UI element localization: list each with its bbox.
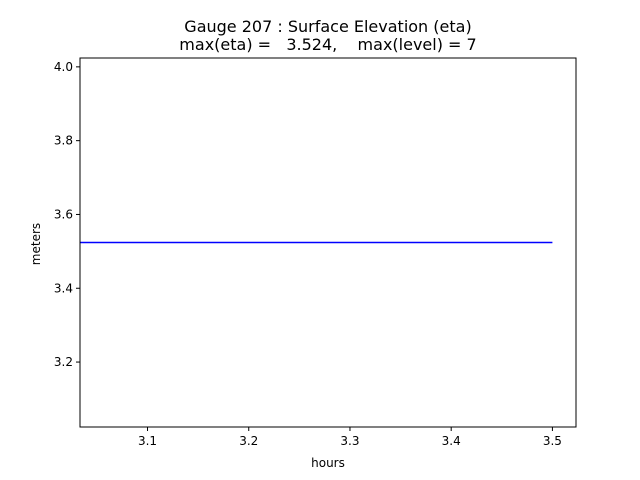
x-axis-label: hours (311, 456, 345, 470)
x-tick-label: 3.5 (543, 434, 562, 448)
y-tick-label: 3.6 (54, 207, 73, 221)
chart-title-line2: max(eta) = 3.524, max(level) = 7 (179, 35, 476, 54)
axes-frame (79, 57, 577, 428)
x-tick-label: 3.1 (138, 434, 157, 448)
x-axis: 3.1 3.2 3.3 3.4 3.5 (138, 427, 562, 448)
y-axis: 3.2 3.4 3.6 3.8 4.0 (54, 60, 80, 369)
x-tick-label: 3.3 (340, 434, 359, 448)
y-tick-label: 3.8 (54, 134, 73, 148)
y-tick-label: 4.0 (54, 60, 73, 74)
x-tick-label: 3.2 (239, 434, 258, 448)
y-tick-label: 3.4 (54, 281, 73, 295)
chart-title-line1: Gauge 207 : Surface Elevation (eta) (184, 17, 471, 36)
y-tick-label: 3.2 (54, 355, 73, 369)
x-tick-label: 3.4 (442, 434, 461, 448)
y-axis-label: meters (29, 223, 43, 265)
